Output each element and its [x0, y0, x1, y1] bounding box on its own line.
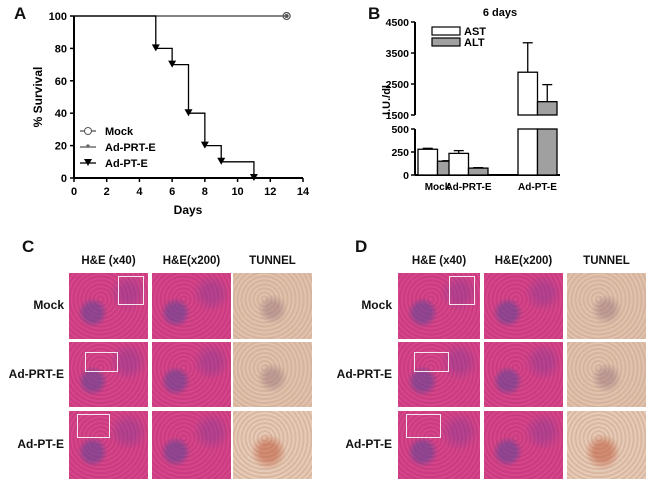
x-tick-label: 10 [231, 186, 243, 198]
c-he-x40-image [69, 411, 148, 479]
y-tick-label: 0 [403, 170, 409, 182]
c-he-x40-image [69, 273, 148, 339]
bar-ast [417, 148, 439, 176]
x-tick-label: 2 [104, 186, 110, 198]
data-point [184, 109, 193, 117]
y-tick-label: 60 [55, 76, 67, 88]
d-tunnel-image [567, 342, 646, 407]
column-label: TUNNEL [583, 255, 630, 267]
y-tick-label: 40 [55, 108, 67, 120]
data-point [217, 157, 226, 165]
d-he-x40-image [398, 411, 480, 479]
x-tick-label: Mock [425, 182, 451, 193]
c-he-x200-image [152, 342, 231, 407]
c-he-x40-image [69, 342, 148, 407]
c-he-x200-image [152, 273, 231, 339]
chart-title: 6 days [483, 7, 517, 19]
survival-chart: Days % Survival 0 2 4 6 8 10 12 14 0 20 40 60 80 100 M… [31, 11, 310, 217]
d-he-x200-image [484, 273, 563, 339]
row-label: Ad-PT-E [17, 437, 64, 451]
panel-a-label: A [14, 4, 27, 23]
row-label: Ad-PRT-E [8, 366, 64, 381]
y-tick-label: 4500 [386, 17, 410, 29]
y-tick-label: 0 [61, 173, 67, 185]
series-line-ad-pt-e [74, 15, 255, 178]
x-axis-label: Days [174, 203, 203, 217]
x-tick-label: Ad-PRT-E [445, 182, 491, 193]
panel-c-label: C [22, 237, 35, 256]
panel-b-label: B [368, 4, 381, 23]
d-he-x40-image [398, 273, 480, 339]
zoom-region-box [84, 351, 119, 372]
column-label: TUNNEL [249, 255, 296, 267]
column-label: H&E (x40) [411, 255, 467, 267]
x-tick-label: 0 [71, 186, 77, 198]
y-tick-label: 100 [49, 11, 67, 23]
y-tick-label: 80 [55, 43, 67, 55]
x-tick-label: 12 [264, 186, 276, 198]
y-tick-label: 3500 [386, 48, 410, 60]
y-tick-label: 250 [391, 147, 409, 159]
legend-label: ALT [464, 37, 485, 49]
legend-label: Mock [105, 126, 134, 138]
legend-label: Ad-PT-E [105, 158, 148, 170]
legend-swatch [431, 26, 461, 36]
d-tunnel-image [567, 411, 646, 479]
d-he-x200-image [484, 342, 563, 407]
d-he-x200-image [484, 411, 563, 479]
legend-marker: * [86, 143, 90, 154]
liver-enzyme-chart: 6 days I.U./dl 1500 2500 3500 4500 0 250 500 Mo… [381, 7, 560, 193]
zoom-region-box [76, 414, 111, 439]
y-tick-label: 500 [391, 124, 409, 136]
c-tunnel-image [233, 411, 312, 479]
row-label: Mock [361, 298, 392, 312]
y-axis-label: I.U./dl [381, 85, 393, 115]
data-point [200, 141, 209, 149]
zoom-region-box [448, 276, 476, 305]
panel-d-label: D [355, 237, 368, 256]
legend-label: AST [464, 26, 486, 38]
y-axis-label: % Survival [31, 67, 45, 128]
bar-ast-lower [517, 128, 539, 176]
x-tick-label: 4 [136, 186, 143, 198]
c-tunnel-image [233, 342, 312, 407]
column-label: H&E(x200) [494, 255, 553, 267]
zoom-region-box [414, 351, 450, 372]
zoom-region-box [406, 414, 441, 439]
data-point [151, 44, 160, 52]
row-label: Mock [33, 298, 64, 312]
zoom-region-box [117, 276, 144, 305]
x-tick-label: 14 [297, 186, 310, 198]
x-tick-label: Ad-PT-E [518, 182, 557, 193]
column-label: H&E (x40) [81, 255, 136, 267]
data-point [168, 60, 177, 68]
d-he-x40-image [398, 342, 480, 407]
d-tunnel-image [567, 273, 646, 339]
legend-marker [84, 127, 92, 135]
column-label: H&E(x200) [162, 255, 221, 267]
y-tick-label: 2500 [386, 79, 410, 91]
bar-alt [467, 167, 489, 176]
x-tick-label: 6 [169, 186, 175, 198]
legend-marker [84, 159, 92, 166]
c-he-x200-image [152, 411, 231, 479]
c-tunnel-image [233, 273, 312, 339]
bar-ast [448, 152, 470, 176]
data-point [249, 174, 258, 181]
y-tick-label: 20 [55, 141, 67, 153]
row-label: Ad-PRT-E [336, 366, 392, 381]
x-tick-label: 8 [202, 186, 208, 198]
legend-label: Ad-PRT-E [105, 142, 156, 154]
bar-alt-upper [536, 101, 558, 116]
legend-swatch [431, 37, 461, 47]
row-label: Ad-PT-E [345, 437, 392, 451]
data-point [284, 14, 289, 18]
bar-ast-upper [517, 71, 539, 116]
bar-alt-lower [536, 128, 558, 176]
y-tick-label: 1500 [386, 110, 410, 122]
